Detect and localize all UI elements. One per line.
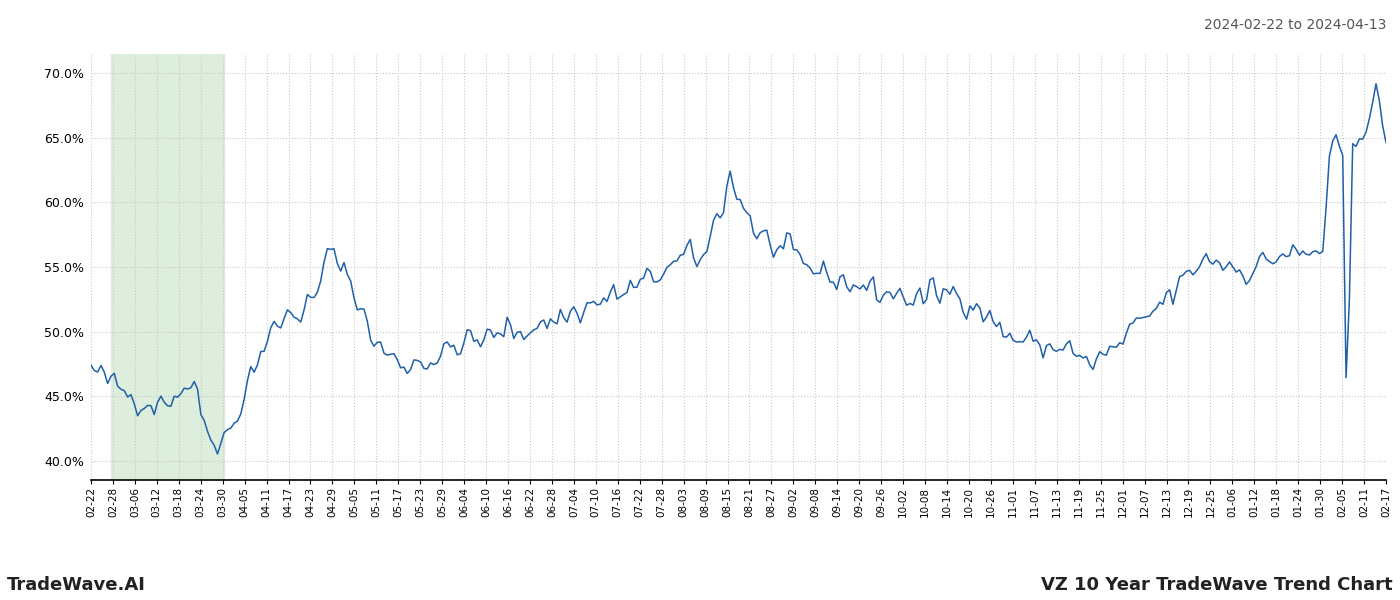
- Bar: [111, 54, 224, 480]
- Text: 2024-02-22 to 2024-04-13: 2024-02-22 to 2024-04-13: [1204, 18, 1386, 32]
- Text: TradeWave.AI: TradeWave.AI: [7, 576, 146, 594]
- Text: VZ 10 Year TradeWave Trend Chart: VZ 10 Year TradeWave Trend Chart: [1042, 576, 1393, 594]
